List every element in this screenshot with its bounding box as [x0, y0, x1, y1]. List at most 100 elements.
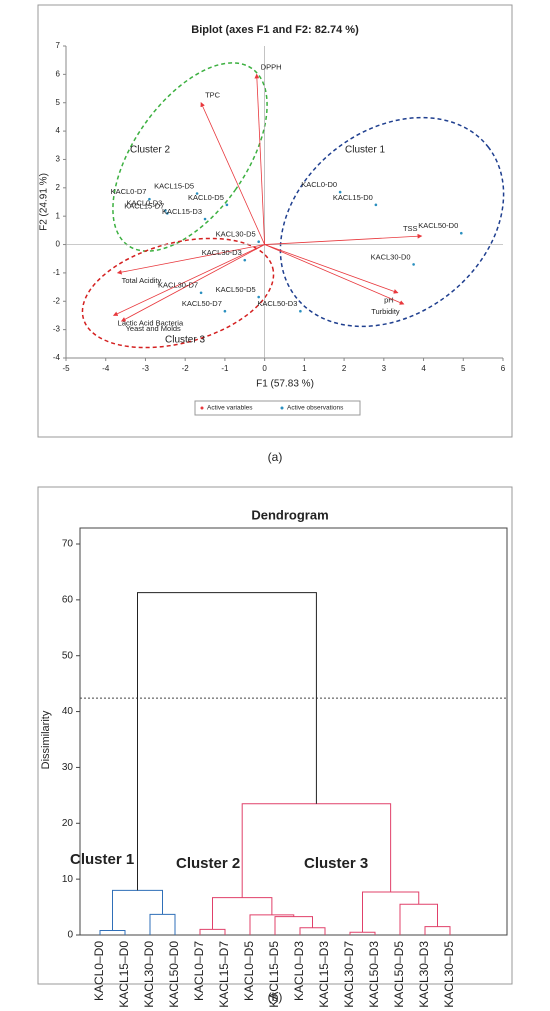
dendrogram-link — [99, 930, 126, 935]
leaf-label: KACL0–D3 — [292, 941, 306, 1001]
x-tick-label: -1 — [221, 364, 229, 373]
chart-title: Dendrogram — [251, 507, 328, 522]
y-tick-label: -3 — [53, 325, 61, 334]
y-tick-label: 0 — [67, 930, 73, 941]
chart-title: Biplot (axes F1 and F2: 82.74 %) — [191, 24, 359, 36]
dendrogram-link — [274, 916, 313, 935]
observation — [225, 203, 229, 207]
observation — [203, 217, 207, 221]
biplot: Biplot (axes F1 and F2: 82.74 %) F1 (57.… — [39, 24, 506, 416]
observation — [412, 263, 415, 266]
legend-marker — [280, 406, 284, 410]
x-tick-label: 6 — [501, 364, 506, 373]
observation-label: KACL0-D3 — [126, 198, 162, 207]
observation — [374, 203, 378, 207]
x-tick-label: -5 — [62, 364, 70, 373]
variable-label: Yeast and Molds — [126, 324, 181, 333]
dendrogram-link — [212, 897, 273, 930]
dendrogram-link — [241, 803, 392, 898]
observation-label: KACL15-D0 — [333, 193, 373, 202]
dendrogram: Dendrogram Dissimilarity Cluster 1 Clust… — [40, 507, 508, 1008]
y-tick-label: 40 — [62, 706, 74, 717]
y-tick-label: 5 — [56, 98, 61, 107]
x-tick-label: 0 — [262, 364, 267, 373]
leaf-label: KACL15–D0 — [117, 941, 131, 1008]
y-tick-label: 20 — [62, 818, 74, 829]
x-tick-label: 5 — [461, 364, 466, 373]
y-tick-label: -2 — [53, 296, 61, 305]
y-tick-label: 0 — [56, 240, 61, 249]
legend-label: Active observations — [287, 405, 344, 412]
leaf-label: KACL30–D7 — [342, 941, 356, 1008]
y-tick-label: 60 — [62, 594, 74, 605]
leaf-label: KACL50–D0 — [167, 941, 181, 1008]
dendrogram-link — [249, 914, 295, 935]
observation-label: KACL30-D7 — [158, 281, 198, 290]
observation-label: KACL50-D3 — [257, 299, 297, 308]
observation — [166, 212, 169, 215]
observation-label: KACL30-D3 — [202, 248, 242, 257]
cluster-ellipse — [112, 62, 268, 252]
x-tick-label: -3 — [142, 364, 150, 373]
observation — [257, 240, 260, 244]
leaf-label: KACL30–D0 — [142, 941, 156, 1008]
leaf-label: KACL15–D3 — [317, 941, 331, 1008]
observation-label: KACL0-D5 — [188, 193, 224, 202]
dendrogram-link — [424, 926, 451, 935]
y-tick-label: 4 — [56, 126, 61, 135]
y-tick-label: 30 — [62, 762, 74, 773]
annotation: Cluster 3 — [304, 855, 368, 872]
y-axis-label: F2 (24.91 %) — [39, 173, 50, 231]
plot-frame — [79, 527, 508, 936]
variable-label: DPPH — [261, 62, 282, 71]
leaf-label: KACL30–D5 — [442, 941, 456, 1008]
observation-label: KACL15-D3 — [162, 207, 202, 216]
y-tick-label: 50 — [62, 650, 74, 661]
observation-label: KACL50-D5 — [216, 285, 256, 294]
variable-label: TPC — [205, 91, 221, 100]
y-tick-label: 7 — [56, 41, 61, 50]
leaf-label: KACL15–D5 — [267, 941, 281, 1008]
variable-label: Lactic Acid Bacteria — [118, 318, 184, 327]
observation-label: KACL15-D5 — [154, 181, 194, 190]
leaf-label: KACL50–D5 — [392, 941, 406, 1008]
dendrogram-link — [137, 592, 317, 891]
variable-vector — [200, 101, 266, 245]
variable-label: Turbidity — [371, 307, 400, 316]
panel-a — [37, 4, 513, 438]
x-tick-label: -2 — [182, 364, 190, 373]
variable-vector — [264, 244, 399, 294]
variable-label: pH — [384, 296, 394, 305]
y-tick-label: 2 — [56, 183, 61, 192]
observation-label: KACL0-D7 — [111, 187, 147, 196]
x-tick-label: 2 — [342, 364, 347, 373]
leaf-label: KACL30–D3 — [417, 941, 431, 1008]
annotation: Cluster 3 — [165, 335, 205, 346]
observation-label: KACL50-D0 — [418, 221, 458, 230]
leaf-label: KACL0–D5 — [242, 941, 256, 1001]
variable-label: TSS — [403, 224, 418, 233]
dendrogram-link — [199, 928, 226, 935]
y-tick-label: 70 — [62, 539, 74, 550]
variable-vector — [120, 244, 265, 322]
y-tick-label: 1 — [56, 211, 61, 220]
annotation: Cluster 2 — [130, 145, 170, 156]
observation — [338, 190, 342, 194]
variable-label: Total Acidity — [122, 276, 162, 285]
observation — [299, 309, 302, 313]
x-axis-label: F1 (57.83 %) — [256, 379, 314, 390]
x-tick-label: -4 — [102, 364, 110, 373]
cluster-ellipse — [279, 116, 505, 328]
annotation: Cluster 2 — [176, 855, 240, 872]
y-tick-label: 3 — [56, 155, 61, 164]
observation — [199, 291, 203, 295]
observation — [164, 209, 167, 212]
legend — [194, 400, 361, 416]
y-tick-label: -4 — [53, 353, 61, 362]
dendrogram-link — [399, 903, 438, 935]
legend-label: Active variables — [207, 405, 253, 412]
observation — [223, 309, 227, 313]
annotation: Cluster 1 — [70, 851, 134, 868]
leaf-label: KACL0–D7 — [192, 941, 206, 1001]
